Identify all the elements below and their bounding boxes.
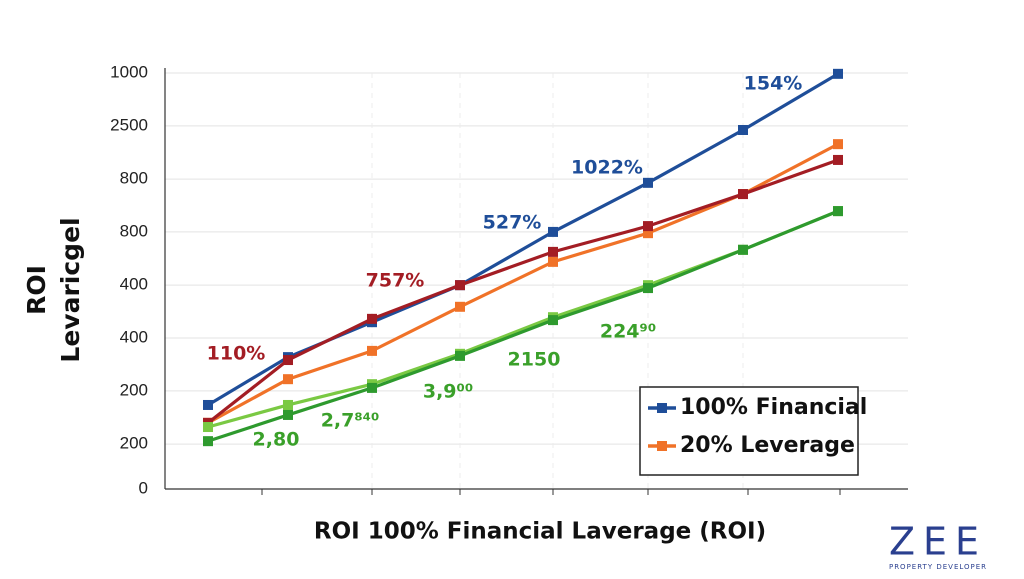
x-axis-title: ROI 100% Financial Laverage (ROI) — [314, 519, 766, 545]
y-tick-label: 400 — [120, 327, 148, 346]
point — [643, 177, 653, 188]
logo-tagline: PROPERTY DEVELOPER — [889, 563, 987, 571]
legend-label: 20% Leverage — [680, 433, 855, 458]
point — [203, 399, 213, 410]
y-tick-label: 1000 — [110, 62, 148, 81]
point — [738, 244, 748, 255]
y-tick-label: 400 — [120, 275, 148, 294]
series-line — [207, 72, 839, 407]
point — [833, 154, 843, 165]
point — [283, 374, 293, 385]
point — [283, 399, 293, 410]
annotation: 154% — [744, 73, 803, 95]
point — [548, 315, 558, 326]
point — [548, 246, 558, 257]
legend-swatch — [657, 403, 667, 413]
y-tick-label: 800 — [120, 221, 148, 240]
point — [643, 221, 653, 232]
point — [455, 301, 465, 312]
logo-mark: ZEE — [889, 520, 987, 564]
point — [833, 139, 843, 150]
point — [283, 409, 293, 420]
point — [203, 436, 213, 447]
annotation: 224⁹⁰ — [600, 321, 656, 343]
y-tick-label: 200 — [120, 380, 148, 399]
point — [367, 313, 377, 324]
point — [643, 228, 653, 239]
y-tick-label: 200 — [120, 434, 148, 453]
point — [833, 68, 843, 79]
point — [643, 283, 653, 294]
point — [548, 226, 558, 237]
annotation: 2,80 — [253, 429, 300, 451]
annotation: 757% — [366, 270, 425, 292]
annotation: 2,7⁸⁴⁰ — [321, 410, 380, 432]
point — [833, 206, 843, 217]
point — [548, 256, 558, 267]
y-axis-title: ROI — [22, 265, 51, 315]
point — [738, 189, 748, 200]
legend-label: 100% Financial — [680, 395, 867, 420]
annotation: 527% — [483, 212, 542, 234]
y-tick-label: 2500 — [110, 115, 148, 134]
y-axis-title: Levaricgel — [56, 217, 85, 362]
point — [367, 382, 377, 393]
y-tick-label: 800 — [120, 169, 148, 188]
annotation: 2150 — [508, 349, 561, 371]
point — [367, 345, 377, 356]
point — [455, 280, 465, 291]
point — [455, 350, 465, 361]
annotation: 1022% — [571, 157, 643, 179]
y-tick-label: 0 — [139, 478, 148, 497]
legend-box — [639, 386, 859, 476]
legend-swatch — [657, 441, 667, 451]
point — [283, 355, 293, 366]
series-line — [207, 209, 839, 443]
point — [738, 124, 748, 135]
annotation: 3,9⁰⁰ — [423, 381, 473, 403]
series-line — [207, 158, 839, 425]
point — [203, 422, 213, 433]
annotation: 110% — [207, 343, 266, 365]
